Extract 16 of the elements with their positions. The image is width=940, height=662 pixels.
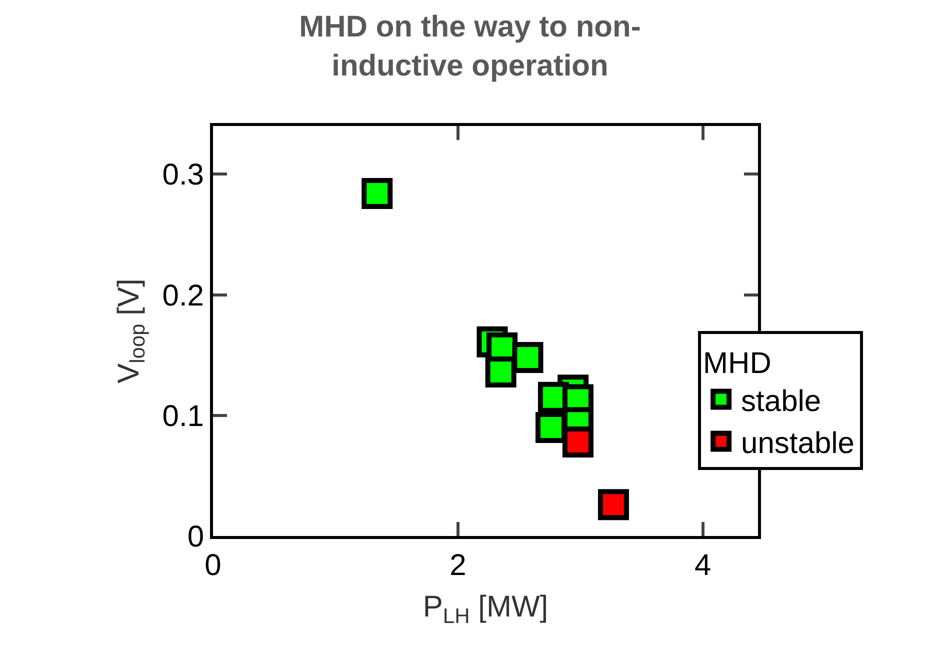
- x-tick-label: 4: [694, 549, 712, 582]
- legend-title: MHD: [703, 347, 772, 380]
- legend-label: stable: [741, 384, 822, 418]
- chart-title: MHD on the way to non- inductive operation: [299, 10, 641, 82]
- point: [512, 342, 544, 374]
- x-axis-title: P$_{LH}$ [MW]: [422, 590, 548, 628]
- y-tick-label: 0.1: [162, 400, 204, 433]
- y-tick-label: 0.3: [162, 158, 204, 192]
- x-tick-label: 2: [450, 549, 466, 582]
- y-tick-label: 0.2: [162, 279, 204, 312]
- point: [562, 426, 594, 458]
- point: [362, 178, 393, 210]
- y-tick-label: 0: [187, 520, 204, 554]
- legend-label: unstable: [741, 426, 854, 460]
- point: [598, 489, 629, 520]
- point: [485, 356, 516, 388]
